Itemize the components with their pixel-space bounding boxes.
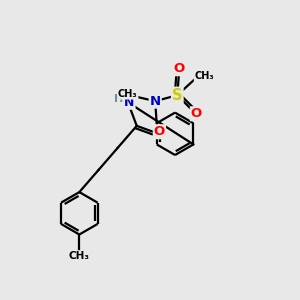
- Text: S: S: [172, 88, 182, 103]
- Text: O: O: [154, 125, 165, 138]
- Text: O: O: [173, 62, 184, 75]
- Text: N: N: [124, 96, 135, 109]
- Text: CH₃: CH₃: [69, 251, 90, 261]
- Text: H: H: [114, 94, 123, 104]
- Text: O: O: [191, 107, 202, 120]
- Text: CH₃: CH₃: [118, 89, 138, 99]
- Text: N: N: [150, 94, 161, 108]
- Text: CH₃: CH₃: [195, 71, 214, 81]
